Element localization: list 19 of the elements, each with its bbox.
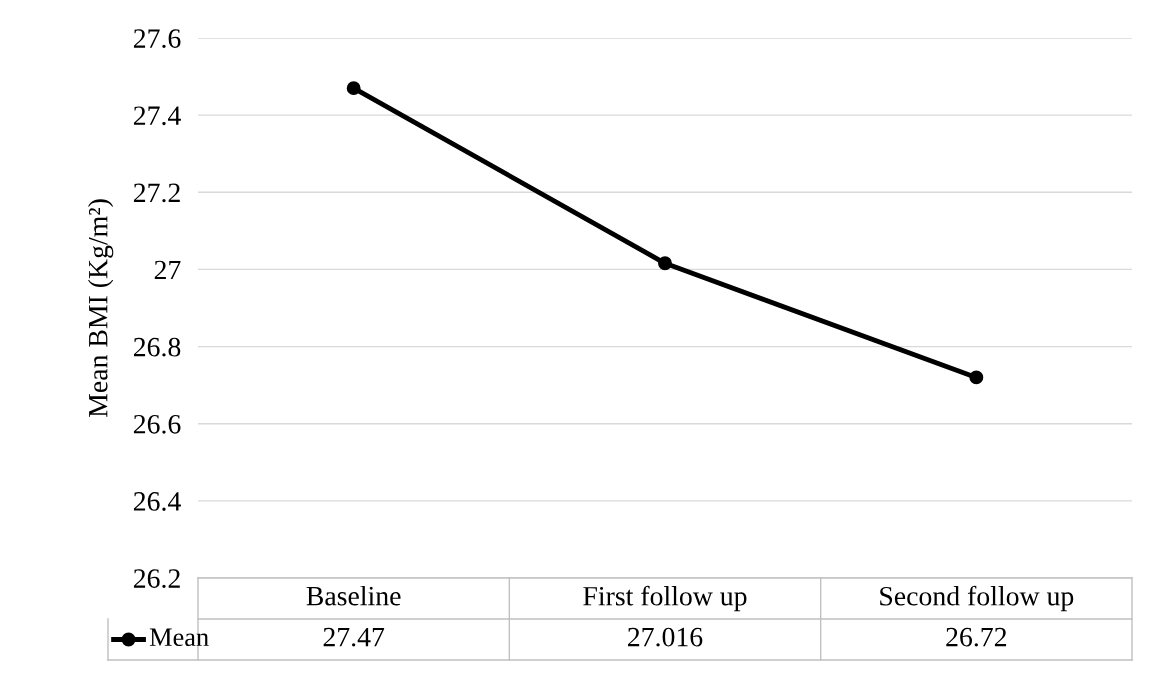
- y-tick-label: 26.2: [133, 569, 180, 589]
- point: [969, 370, 984, 385]
- data-label: 26.72: [946, 627, 1007, 647]
- x-tick-label: First follow up: [583, 585, 747, 612]
- x-tick-label: Second follow up: [880, 585, 1074, 612]
- y-tick-label: 26.4: [133, 492, 181, 511]
- data-label: 27.47: [323, 627, 385, 647]
- y-axis-title: Mean BMI (Kg/m²): [88, 199, 114, 418]
- legend-label: Mean: [149, 628, 209, 647]
- x-tick-label: Baseline: [306, 585, 401, 606]
- y-tick-label: 27.2: [133, 183, 180, 203]
- y-tick-label: 26.6: [133, 414, 181, 434]
- y-tick-label: 26.8: [133, 337, 181, 357]
- point: [346, 81, 361, 96]
- point: [658, 256, 672, 271]
- y-tick-label: 27.4: [133, 106, 181, 126]
- y-tick-label: 27: [154, 260, 181, 280]
- y-tick-label: 27.6: [133, 29, 181, 49]
- data-label: 27.016: [628, 627, 703, 647]
